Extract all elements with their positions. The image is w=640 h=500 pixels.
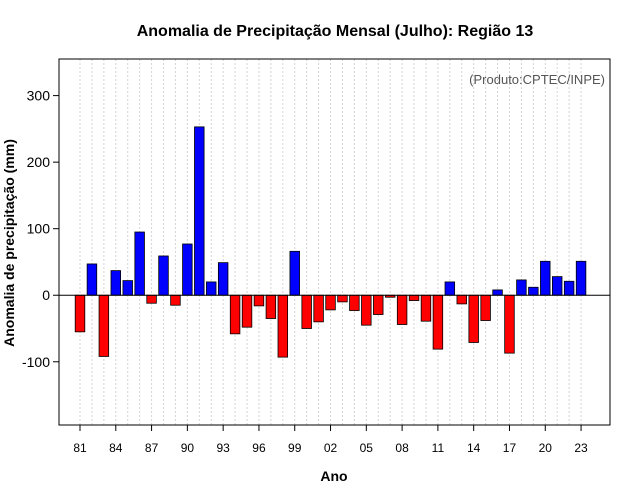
x-axis: 81 84 87 90 93 96 99 02 05 08 11 14 17 20 23 (73, 425, 588, 455)
y-tick-label: 100 (27, 221, 51, 237)
bar-2017 (504, 294, 515, 354)
bar-2018 (516, 279, 527, 296)
bar-1987 (146, 294, 157, 304)
x-tick-label: 14 (467, 441, 481, 455)
bar-1999 (289, 250, 300, 296)
bar-1985 (122, 280, 133, 296)
bar-2009 (408, 294, 420, 301)
x-tick-label: 02 (324, 441, 338, 455)
bar-1982 (86, 263, 98, 296)
bar-1995 (241, 294, 253, 328)
bar-2019 (528, 286, 539, 296)
bar-2022 (563, 280, 575, 296)
bar-1983 (98, 294, 110, 357)
bar-2001 (313, 294, 324, 323)
bar-2008 (396, 294, 408, 325)
x-tick-label: 23 (574, 441, 588, 455)
bar-1988 (158, 255, 169, 296)
bar-2000 (301, 294, 312, 329)
bar-2015 (480, 294, 491, 321)
bar-1992 (206, 281, 217, 296)
bar-2003 (337, 294, 348, 303)
bar-2002 (325, 294, 336, 311)
y-axis: -100 0 100 200 300 (22, 88, 59, 370)
bar-2023 (575, 260, 587, 296)
y-axis-title: Anomalia de precipitação (mm) (1, 139, 17, 347)
bar-2021 (552, 276, 563, 296)
x-tick-label: 96 (252, 441, 266, 455)
bar-1994 (229, 294, 241, 335)
chart-title: Anomalia de Precipitação Mensal (Julho):… (137, 23, 534, 40)
plot-frame (58, 58, 611, 426)
x-tick-label: 93 (216, 441, 230, 455)
x-tick-label: 81 (73, 441, 87, 455)
bar-1997 (265, 294, 277, 319)
y-tick-label: 200 (27, 154, 51, 170)
bar-2005 (361, 294, 372, 326)
x-tick-label: 17 (503, 441, 517, 455)
bar-1986 (134, 231, 145, 296)
bar-2013 (456, 294, 467, 305)
bar-1990 (182, 243, 193, 296)
y-tick-label: -100 (22, 354, 50, 370)
bar-1984 (110, 270, 121, 296)
x-tick-label: 84 (109, 441, 123, 455)
bar-2020 (540, 260, 551, 296)
bars (74, 126, 587, 358)
y-tick-label: 0 (42, 287, 50, 303)
bar-2012 (444, 281, 456, 296)
x-tick-label: 87 (145, 441, 159, 455)
x-tick-label: 20 (539, 441, 553, 455)
bar-1996 (253, 294, 265, 307)
bar-2006 (373, 294, 384, 315)
y-tick-label: 300 (27, 88, 51, 104)
bar-2010 (420, 294, 432, 322)
x-axis-title: Ano (320, 468, 347, 484)
bar-1981 (74, 294, 86, 333)
x-tick-label: 11 (432, 441, 445, 455)
x-tick-label: 05 (360, 441, 374, 455)
grid-lines (79, 59, 582, 425)
bar-1989 (170, 294, 181, 306)
x-tick-label: 08 (395, 441, 409, 455)
bar-1993 (217, 262, 229, 296)
bar-1998 (277, 294, 289, 358)
bar-2004 (349, 294, 360, 311)
bar-1991 (194, 126, 205, 296)
bar-2014 (468, 294, 479, 343)
x-tick-label: 90 (181, 441, 195, 455)
credit-text: (Produto:CPTEC/INPE) (469, 72, 605, 87)
bar-2016 (492, 289, 503, 296)
x-tick-label: 99 (288, 441, 302, 455)
bar-2011 (432, 294, 444, 350)
